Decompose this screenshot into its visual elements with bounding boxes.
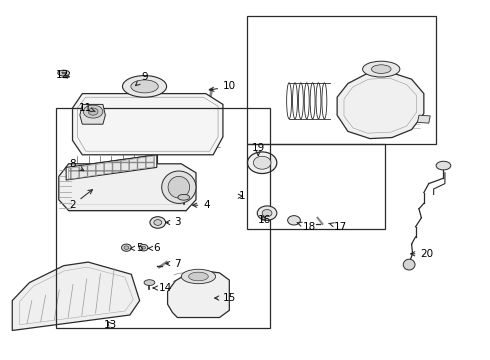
Polygon shape bbox=[168, 271, 229, 318]
Bar bbox=[247, 16, 436, 144]
Ellipse shape bbox=[288, 216, 300, 225]
Ellipse shape bbox=[189, 272, 208, 281]
Text: 13: 13 bbox=[103, 320, 117, 330]
Ellipse shape bbox=[253, 156, 271, 169]
Ellipse shape bbox=[247, 152, 277, 174]
Ellipse shape bbox=[139, 244, 148, 251]
Text: 15: 15 bbox=[215, 293, 236, 303]
Text: 8: 8 bbox=[69, 159, 84, 171]
Text: 1: 1 bbox=[238, 191, 245, 201]
Text: 9: 9 bbox=[136, 72, 148, 86]
Text: 17: 17 bbox=[329, 222, 347, 232]
Ellipse shape bbox=[58, 70, 70, 76]
Ellipse shape bbox=[122, 76, 167, 97]
Bar bbox=[56, 108, 270, 328]
Ellipse shape bbox=[154, 220, 162, 225]
Ellipse shape bbox=[403, 259, 415, 270]
Polygon shape bbox=[12, 262, 140, 330]
Ellipse shape bbox=[150, 217, 166, 228]
Ellipse shape bbox=[131, 80, 158, 93]
Ellipse shape bbox=[168, 176, 190, 198]
Text: 2: 2 bbox=[69, 190, 93, 210]
Ellipse shape bbox=[142, 246, 146, 249]
Text: 19: 19 bbox=[251, 143, 265, 156]
Text: 20: 20 bbox=[411, 249, 434, 259]
Polygon shape bbox=[59, 164, 196, 211]
Text: 14: 14 bbox=[153, 283, 172, 293]
Polygon shape bbox=[73, 94, 223, 155]
Ellipse shape bbox=[181, 269, 216, 284]
Text: 5: 5 bbox=[130, 243, 143, 253]
Text: 11: 11 bbox=[79, 103, 95, 113]
Ellipse shape bbox=[363, 61, 400, 77]
Ellipse shape bbox=[124, 246, 129, 249]
Polygon shape bbox=[62, 72, 67, 74]
Ellipse shape bbox=[83, 105, 103, 118]
Polygon shape bbox=[131, 86, 158, 94]
Ellipse shape bbox=[144, 280, 155, 285]
Polygon shape bbox=[80, 104, 105, 124]
Ellipse shape bbox=[122, 244, 131, 251]
Text: 18: 18 bbox=[297, 222, 316, 232]
Ellipse shape bbox=[257, 206, 277, 220]
Ellipse shape bbox=[436, 161, 451, 170]
Text: 12: 12 bbox=[56, 70, 70, 80]
Polygon shape bbox=[69, 156, 154, 179]
Ellipse shape bbox=[162, 171, 196, 203]
Text: 16: 16 bbox=[258, 215, 271, 225]
Bar bbox=[247, 144, 385, 229]
Text: 4: 4 bbox=[193, 200, 210, 210]
Text: 7: 7 bbox=[166, 258, 181, 269]
Polygon shape bbox=[66, 155, 157, 180]
Polygon shape bbox=[337, 72, 424, 139]
Text: 3: 3 bbox=[166, 217, 181, 228]
Polygon shape bbox=[417, 115, 430, 123]
Ellipse shape bbox=[88, 108, 98, 115]
Text: 10: 10 bbox=[210, 81, 236, 91]
Ellipse shape bbox=[178, 194, 190, 200]
Ellipse shape bbox=[262, 210, 272, 217]
Ellipse shape bbox=[371, 65, 391, 73]
Text: 6: 6 bbox=[148, 243, 160, 253]
